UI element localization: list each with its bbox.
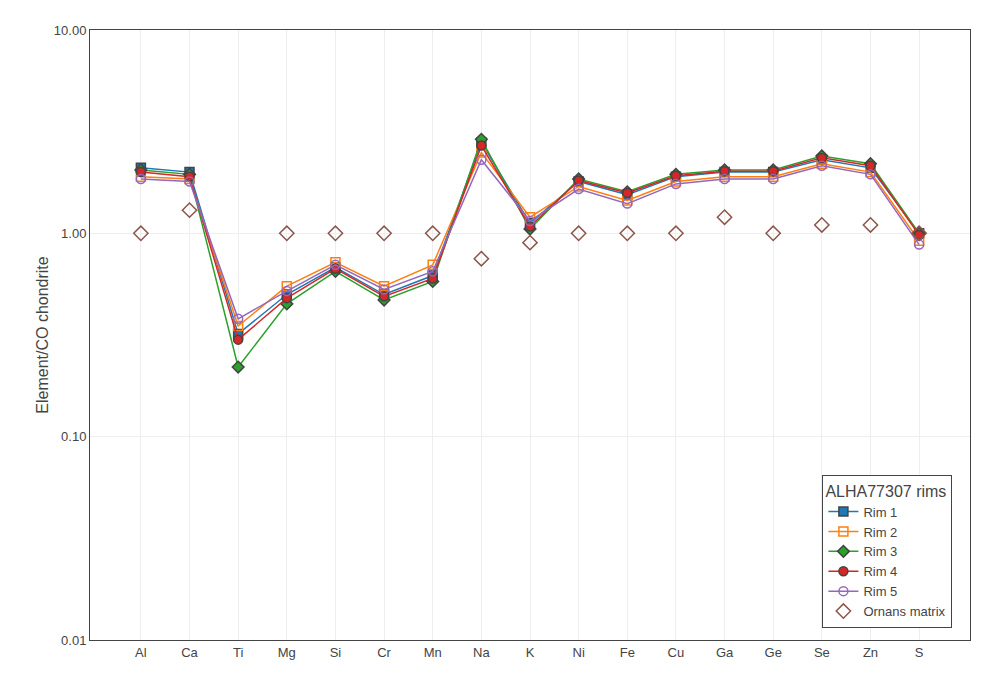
svg-text:10.00: 10.00	[54, 23, 87, 38]
svg-text:0.10: 0.10	[61, 429, 86, 444]
svg-text:K: K	[526, 645, 535, 660]
svg-text:Rim 1: Rim 1	[863, 505, 897, 520]
svg-text:Ge: Ge	[765, 645, 782, 660]
svg-text:Fe: Fe	[620, 645, 635, 660]
svg-text:0.01: 0.01	[61, 633, 86, 648]
svg-text:Si: Si	[330, 645, 342, 660]
svg-text:Na: Na	[473, 645, 490, 660]
svg-text:Rim 4: Rim 4	[863, 564, 897, 579]
svg-text:Cu: Cu	[668, 645, 685, 660]
svg-text:Cr: Cr	[377, 645, 391, 660]
svg-text:Element/CO chondrite: Element/CO chondrite	[34, 256, 51, 414]
svg-text:S: S	[915, 645, 924, 660]
svg-text:Mg: Mg	[278, 645, 296, 660]
svg-text:Rim 2: Rim 2	[863, 525, 897, 540]
svg-text:Mn: Mn	[424, 645, 442, 660]
svg-text:Ornans matrix: Ornans matrix	[863, 604, 945, 619]
svg-text:Ga: Ga	[716, 645, 734, 660]
svg-text:Zn: Zn	[863, 645, 878, 660]
svg-text:Ti: Ti	[233, 645, 243, 660]
svg-text:Rim 5: Rim 5	[863, 584, 897, 599]
svg-text:ALHA77307 rims: ALHA77307 rims	[825, 483, 946, 500]
svg-text:Se: Se	[814, 645, 830, 660]
svg-text:Al: Al	[135, 645, 147, 660]
svg-text:Rim 3: Rim 3	[863, 544, 897, 559]
svg-text:Ca: Ca	[181, 645, 198, 660]
svg-text:1.00: 1.00	[61, 226, 86, 241]
svg-text:Ni: Ni	[572, 645, 584, 660]
